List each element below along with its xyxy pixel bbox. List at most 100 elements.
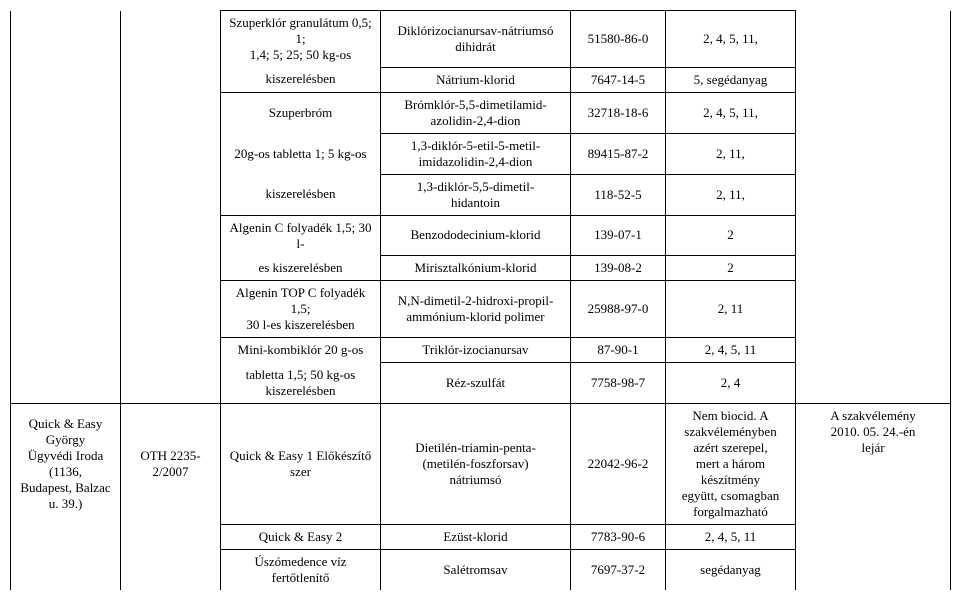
cell: Benzododecinium-klorid — [381, 215, 571, 256]
cell-empty — [796, 11, 951, 68]
cell: Brómklór-5,5-dimetilamid-azolidin-2,4-di… — [381, 92, 571, 133]
table-row: Úszómedence víz fertőtlenítő Salétromsav… — [11, 549, 951, 590]
cell: Quick & Easy 2 — [221, 524, 381, 549]
table-row: Quick & Easy GyörgyÜgyvédi Iroda (1136,B… — [11, 403, 951, 524]
cell-empty — [796, 215, 951, 256]
cell: Algenin C folyadék 1,5; 30 l- — [221, 215, 381, 256]
cell-empty — [796, 363, 951, 404]
cell-empty — [121, 92, 221, 133]
cell-empty — [11, 133, 121, 174]
cell: 7647-14-5 — [571, 67, 666, 92]
cell-empty — [11, 11, 121, 68]
table-row: kiszerelésben 1,3-diklór-5,5-dimetil-hid… — [11, 174, 951, 215]
cell: 1,3-diklór-5,5-dimetil-hidantoin — [381, 174, 571, 215]
cell-empty — [11, 256, 121, 281]
cell: Mirisztalkónium-klorid — [381, 256, 571, 281]
cell: Dietilén-triamin-penta-(metilén-foszfors… — [381, 403, 571, 524]
cell-empty — [11, 174, 121, 215]
cell: OTH 2235-2/2007 — [121, 403, 221, 524]
cell-empty — [796, 524, 951, 549]
cell: 118-52-5 — [571, 174, 666, 215]
table-row: kiszerelésben Nátrium-klorid 7647-14-5 5… — [11, 67, 951, 92]
cell: 2, 11 — [666, 281, 796, 338]
cell: tabletta 1,5; 50 kg-oskiszerelésben — [221, 363, 381, 404]
cell-empty — [121, 524, 221, 549]
cell-empty — [796, 338, 951, 363]
cell: 2, 4, 5, 11, — [666, 92, 796, 133]
cell: 2 — [666, 256, 796, 281]
cell: 2, 4, 5, 11 — [666, 524, 796, 549]
table-row: Szuperklór granulátum 0,5; 1;1,4; 5; 25;… — [11, 11, 951, 68]
cell-empty — [121, 11, 221, 68]
cell-empty — [11, 281, 121, 338]
cell-empty — [796, 281, 951, 338]
table-row: es kiszerelésben Mirisztalkónium-klorid … — [11, 256, 951, 281]
cell: es kiszerelésben — [221, 256, 381, 281]
cell: segédanyag — [666, 549, 796, 590]
cell: 89415-87-2 — [571, 133, 666, 174]
cell: 32718-18-6 — [571, 92, 666, 133]
cell-empty — [796, 549, 951, 590]
table-row: tabletta 1,5; 50 kg-oskiszerelésben Réz-… — [11, 363, 951, 404]
cell: Szuperbróm — [221, 92, 381, 133]
cell: 7758-98-7 — [571, 363, 666, 404]
cell: Quick & Easy 1 Előkészítőszer — [221, 403, 381, 524]
cell: 2, 11, — [666, 174, 796, 215]
table-row: Algenin TOP C folyadék 1,5;30 l-es kisze… — [11, 281, 951, 338]
cell-empty — [121, 281, 221, 338]
cell-empty — [796, 92, 951, 133]
cell: Nem biocid. Aszakvéleménybenazért szerep… — [666, 403, 796, 524]
cell: 7783-90-6 — [571, 524, 666, 549]
cell: Ezüst-klorid — [381, 524, 571, 549]
cell-empty — [11, 524, 121, 549]
table-row: Mini-kombiklór 20 g-os Triklór-izocianur… — [11, 338, 951, 363]
cell: 7697-37-2 — [571, 549, 666, 590]
cell: kiszerelésben — [221, 174, 381, 215]
cell-empty — [121, 363, 221, 404]
cell: Nátrium-klorid — [381, 67, 571, 92]
cell: 25988-97-0 — [571, 281, 666, 338]
data-table: Szuperklór granulátum 0,5; 1;1,4; 5; 25;… — [10, 10, 951, 590]
cell-empty — [121, 133, 221, 174]
cell: 2 — [666, 215, 796, 256]
cell-empty — [11, 67, 121, 92]
cell-empty — [11, 215, 121, 256]
table-row: Quick & Easy 2 Ezüst-klorid 7783-90-6 2,… — [11, 524, 951, 549]
cell: Triklór-izocianursav — [381, 338, 571, 363]
cell: 5, segédanyag — [666, 67, 796, 92]
cell-empty — [796, 174, 951, 215]
cell: 20g-os tabletta 1; 5 kg-os — [221, 133, 381, 174]
cell-empty — [11, 92, 121, 133]
cell-empty — [121, 67, 221, 92]
cell-empty — [11, 338, 121, 363]
cell: Algenin TOP C folyadék 1,5;30 l-es kisze… — [221, 281, 381, 338]
cell: 87-90-1 — [571, 338, 666, 363]
cell-empty — [796, 67, 951, 92]
cell: Salétromsav — [381, 549, 571, 590]
table-row: Algenin C folyadék 1,5; 30 l- Benzododec… — [11, 215, 951, 256]
cell: 139-07-1 — [571, 215, 666, 256]
cell: 2, 4, 5, 11 — [666, 338, 796, 363]
cell: Quick & Easy GyörgyÜgyvédi Iroda (1136,B… — [11, 403, 121, 524]
cell-empty — [796, 256, 951, 281]
cell: kiszerelésben — [221, 67, 381, 92]
cell: 2, 4, 5, 11, — [666, 11, 796, 68]
cell-empty — [121, 338, 221, 363]
cell-empty — [121, 174, 221, 215]
table-row: 20g-os tabletta 1; 5 kg-os 1,3-diklór-5-… — [11, 133, 951, 174]
cell-empty — [11, 549, 121, 590]
cell-empty — [11, 363, 121, 404]
cell: Diklórizocianursav-nátriumsódihidrát — [381, 11, 571, 68]
cell: Szuperklór granulátum 0,5; 1;1,4; 5; 25;… — [221, 11, 381, 68]
cell: 2, 4 — [666, 363, 796, 404]
cell: 2, 11, — [666, 133, 796, 174]
cell: 51580-86-0 — [571, 11, 666, 68]
cell: 1,3-diklór-5-etil-5-metil-imidazolidin-2… — [381, 133, 571, 174]
cell: Mini-kombiklór 20 g-os — [221, 338, 381, 363]
cell: 22042-96-2 — [571, 403, 666, 524]
cell-empty — [121, 215, 221, 256]
cell-empty — [796, 133, 951, 174]
cell: Úszómedence víz fertőtlenítő — [221, 549, 381, 590]
cell: Réz-szulfát — [381, 363, 571, 404]
table-row: Szuperbróm Brómklór-5,5-dimetilamid-azol… — [11, 92, 951, 133]
